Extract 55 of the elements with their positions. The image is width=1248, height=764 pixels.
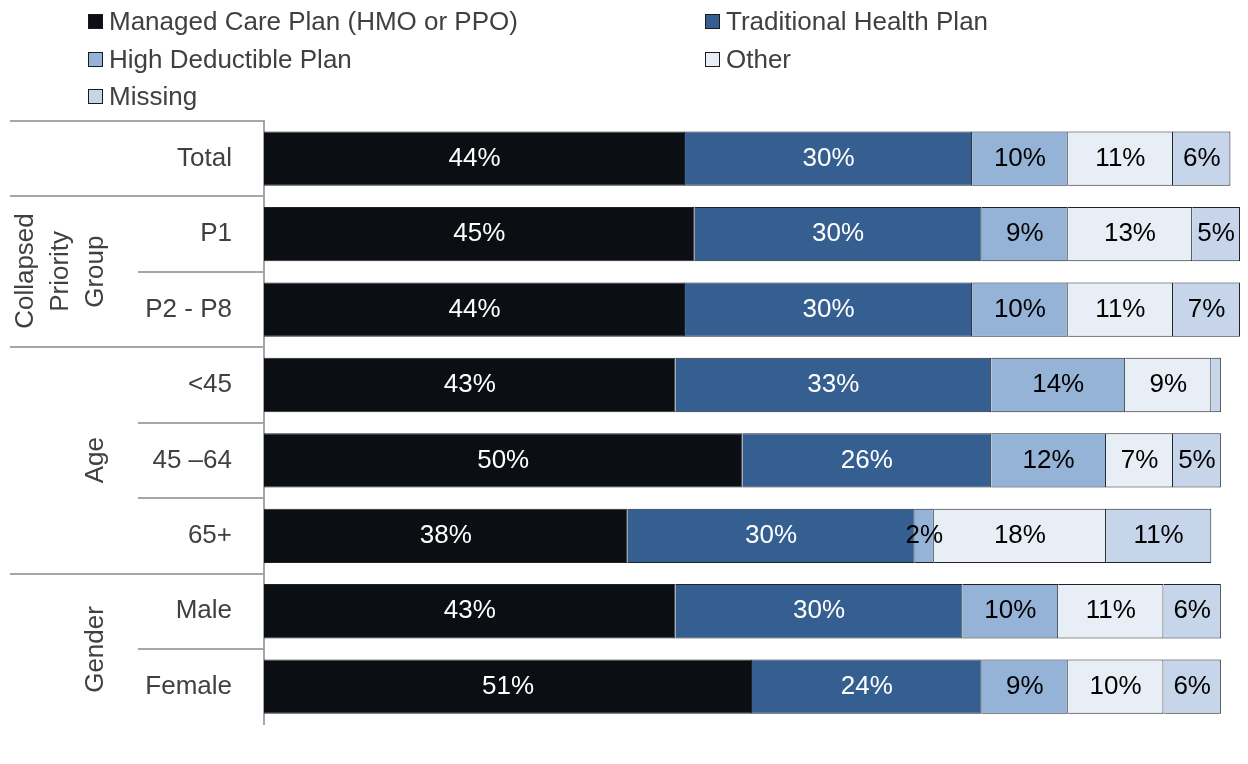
legend-label: High Deductible Plan — [109, 43, 352, 75]
data-label: 6% — [1173, 594, 1211, 625]
data-label: 30% — [745, 519, 798, 550]
data-label: 26% — [840, 443, 893, 474]
data-label: 11% — [1133, 519, 1184, 550]
data-label: 5% — [1197, 217, 1235, 248]
data-label: 44% — [448, 292, 501, 323]
data-label: 10% — [993, 292, 1046, 323]
data-label: 30% — [812, 217, 865, 248]
data-label: 18% — [993, 519, 1046, 550]
data-label: 9% — [1149, 368, 1188, 399]
legend-label: Traditional Health Plan — [726, 6, 989, 38]
data-label: 10% — [984, 594, 1037, 625]
data-label: 10% — [993, 141, 1046, 172]
data-label: 51% — [481, 669, 535, 700]
y-tick-label: 45 –64 — [152, 443, 232, 474]
data-label: 13% — [1103, 217, 1156, 248]
legend-label: Missing — [109, 81, 198, 113]
data-label: 44% — [448, 141, 501, 172]
data-label: 43% — [443, 594, 496, 625]
data-label: 12% — [1022, 443, 1075, 474]
data-label: 11% — [1095, 141, 1146, 172]
data-label: 10% — [1089, 669, 1142, 700]
legend-label: Other — [726, 43, 792, 75]
y-tick-label: <45 — [187, 368, 232, 399]
data-label: 43% — [443, 368, 496, 399]
data-label: 9% — [1005, 669, 1044, 700]
data-label: 11% — [1095, 292, 1146, 323]
y-tick-label: Total — [177, 141, 232, 172]
y-tick-label: P1 — [200, 217, 232, 248]
data-label: 2% — [905, 519, 944, 550]
data-label: 14% — [1032, 368, 1085, 399]
data-label: 30% — [802, 292, 855, 323]
data-label: 9% — [1005, 217, 1044, 248]
data-label: 33% — [807, 368, 860, 399]
data-label: 50% — [477, 443, 530, 474]
data-label: 11% — [1085, 594, 1136, 625]
data-label: 30% — [802, 141, 855, 172]
text: Gender — [78, 604, 110, 695]
data-label: 7% — [1187, 292, 1226, 323]
text: Age — [78, 436, 110, 486]
y-tick-label: 65+ — [187, 519, 232, 550]
y-tick-label: Male — [175, 594, 232, 625]
data-label: 5% — [1178, 443, 1216, 474]
data-label: 24% — [840, 669, 893, 700]
data-label: 6% — [1182, 141, 1221, 172]
data-label: 30% — [792, 594, 845, 625]
data-label: 45% — [453, 217, 506, 248]
text: Collapsed Priority Group — [8, 213, 110, 332]
data-label: 7% — [1120, 443, 1159, 474]
data-label: 38% — [419, 519, 472, 550]
y-tick-label: P2 - P8 — [145, 292, 232, 323]
y-tick-label: Female — [145, 669, 232, 700]
data-label: 6% — [1173, 669, 1211, 700]
legend-label: Managed Care Plan (HMO or PPO) — [109, 6, 518, 38]
